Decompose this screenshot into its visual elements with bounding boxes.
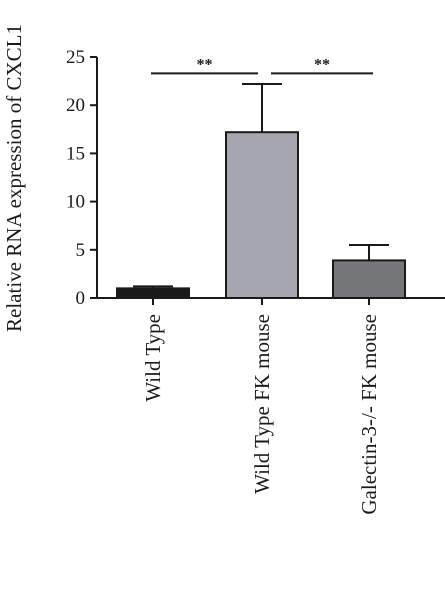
y-tick-label: 5 [76,240,86,261]
significance-label: ** [314,56,330,73]
significance-annotations: ** ** [151,56,373,75]
x-category-label: Galectin-3-/- FK mouse [357,314,381,515]
category-labels: Wild Type Wild Type FK mouse Galectin-3-/-… [141,314,381,515]
y-tick-label: 25 [66,47,85,68]
x-category-label: Wild Type [141,314,165,402]
y-tick-label: 20 [66,95,85,116]
y-axis-label: Relative RNA expression of CXCL1 [2,24,26,332]
y-tick-label: 10 [66,192,85,213]
y-tick-label: 0 [76,288,86,309]
significance-label: ** [197,56,213,73]
bar [225,131,299,299]
x-category-label: Wild Type FK mouse [250,314,274,494]
bar [332,259,406,299]
bars [116,131,406,299]
y-tick-label: 15 [66,143,85,164]
bar [116,287,190,299]
error-bars [133,82,389,289]
